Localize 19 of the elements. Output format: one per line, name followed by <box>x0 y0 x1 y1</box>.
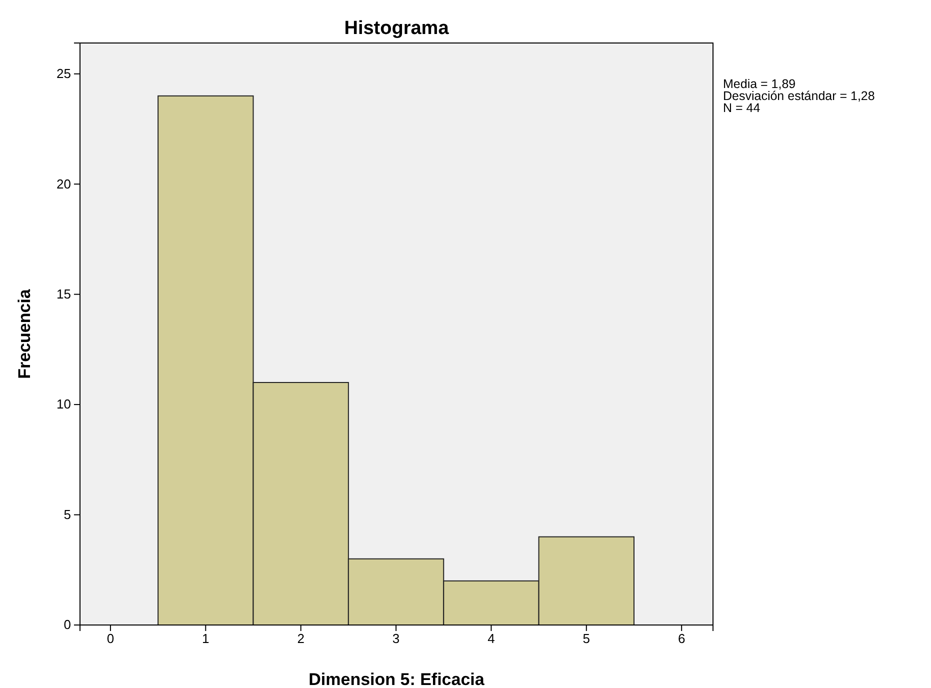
y-tick-label: 0 <box>64 617 71 632</box>
y-tick-label: 5 <box>64 506 71 522</box>
x-tick-label: 2 <box>297 631 304 646</box>
y-tick-label: 10 <box>56 396 71 412</box>
x-tick-label: 0 <box>106 631 114 646</box>
x-tick-label: 3 <box>392 631 400 646</box>
x-tick-label: 4 <box>488 631 495 646</box>
chart-title: Histograma <box>344 18 450 39</box>
y-tick-label: 20 <box>56 176 71 192</box>
x-axis-title: Dimension 5: Eficacia <box>308 670 485 688</box>
y-tick-label: 25 <box>56 66 71 82</box>
text: Media = 1,89 <box>723 77 796 91</box>
x-tick-label: 6 <box>678 631 686 646</box>
y-axis-title: Frecuencia <box>15 288 34 379</box>
y-tick-label: 15 <box>56 286 71 302</box>
x-tick-label: 1 <box>202 631 210 646</box>
text: Desviación estándar = 1,28 <box>723 89 875 103</box>
x-tick-label: 5 <box>582 631 590 646</box>
text: N = 44 <box>723 101 760 115</box>
